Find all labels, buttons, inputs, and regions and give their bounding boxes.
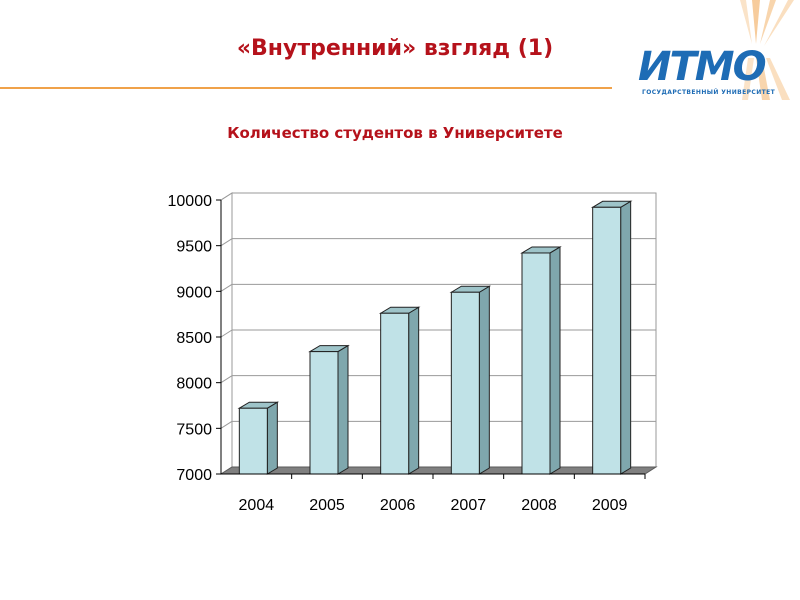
logo-wordmark: ИТМО — [638, 44, 766, 90]
bar-2004 — [237, 401, 280, 475]
bar-front — [309, 351, 339, 475]
slide-title: «Внутренний» взгляд (1) — [236, 36, 554, 61]
bar-side — [266, 401, 278, 475]
x-tick-label: 2004 — [239, 497, 275, 514]
bar-side — [549, 246, 561, 475]
grid-line-diag — [220, 329, 233, 338]
logo-rays-icon — [740, 0, 794, 100]
y-tick-label: 7000 — [176, 467, 212, 484]
bar-front — [238, 407, 268, 475]
bar-2007 — [449, 285, 492, 475]
plot-floor — [219, 466, 658, 475]
x-tick-label: 2005 — [309, 497, 345, 514]
x-tick-label: 2009 — [592, 497, 628, 514]
y-tick-label: 10000 — [168, 193, 213, 210]
bar-front — [521, 252, 551, 475]
title-divider — [0, 87, 612, 89]
grid-line-diag — [220, 420, 233, 429]
bar-side — [478, 285, 490, 475]
grid-line-diag — [220, 283, 233, 292]
logo-subtitle: ГОСУДАРСТВЕННЫЙ УНИВЕРСИТЕТ — [642, 88, 776, 96]
bar-side — [408, 306, 420, 475]
bar-front — [450, 291, 480, 475]
x-tick-label: 2007 — [451, 497, 487, 514]
x-tick-label: 2008 — [521, 497, 557, 514]
bar-front — [592, 206, 622, 475]
y-tick-label: 8000 — [176, 376, 212, 393]
y-tick-label: 7500 — [176, 421, 212, 438]
chart-title: Количество студентов в Университете — [227, 124, 563, 142]
grid-line-diag — [220, 375, 233, 384]
itmo-logo: ИТМО ГОСУДАРСТВЕННЫЙ УНИВЕРСИТЕТ — [638, 0, 794, 100]
bar-front — [380, 312, 410, 475]
bar-side — [620, 200, 632, 475]
bar-2006 — [378, 306, 421, 475]
grid-line-diag — [220, 192, 233, 201]
grid-line-diag — [220, 238, 233, 247]
bar-2008 — [520, 246, 562, 475]
y-tick-label: 8500 — [176, 330, 212, 347]
x-tick-label: 2006 — [380, 497, 416, 514]
bar-side — [337, 344, 349, 475]
bar-2005 — [308, 344, 350, 475]
bar-2009 — [590, 200, 633, 475]
y-tick-label: 9000 — [176, 284, 212, 301]
y-tick-label: 9500 — [176, 239, 212, 256]
